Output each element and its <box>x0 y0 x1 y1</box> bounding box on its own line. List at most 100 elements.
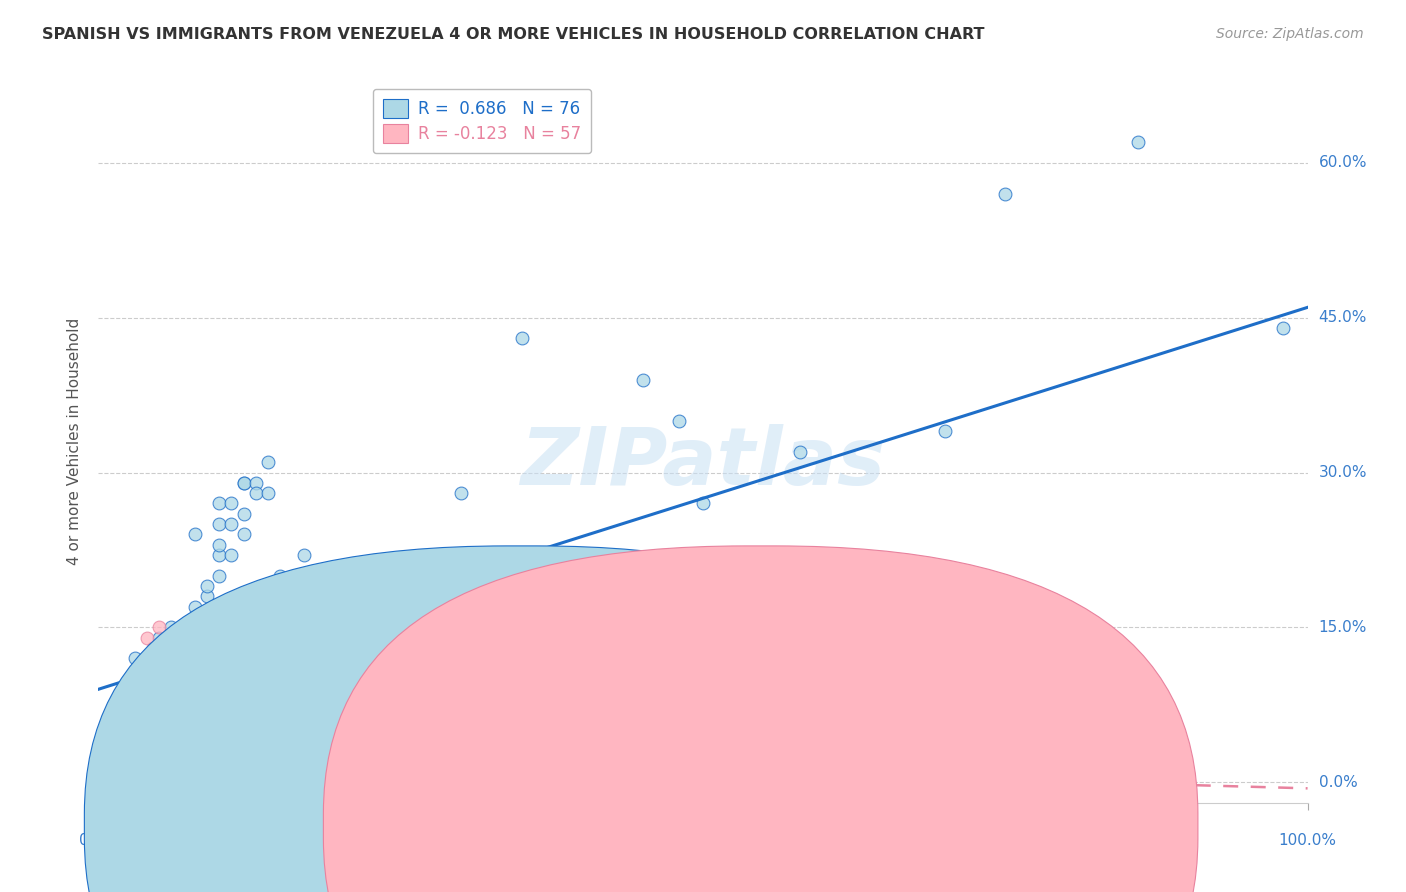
Point <box>129 744 152 758</box>
Point <box>232 527 254 541</box>
Point <box>232 507 254 521</box>
Point <box>118 764 141 779</box>
Point <box>1128 135 1150 149</box>
Point <box>305 610 328 624</box>
Point <box>245 486 267 500</box>
Point <box>510 331 533 345</box>
Point <box>124 744 146 758</box>
Point <box>114 755 136 769</box>
Point <box>232 475 254 490</box>
Point <box>121 755 143 769</box>
Point <box>269 610 291 624</box>
Point <box>184 610 207 624</box>
Point <box>208 548 231 562</box>
Point <box>849 610 872 624</box>
Point <box>292 734 315 748</box>
Point <box>172 620 194 634</box>
Point <box>124 755 146 769</box>
Point <box>450 723 472 738</box>
Point <box>329 610 352 624</box>
Point <box>124 692 146 706</box>
Point <box>111 755 134 769</box>
Point <box>105 744 128 758</box>
Point <box>232 672 254 686</box>
Point <box>208 568 231 582</box>
Point <box>148 651 170 665</box>
Point <box>184 640 207 655</box>
Point <box>184 599 207 614</box>
Point <box>1272 321 1295 335</box>
Point <box>172 744 194 758</box>
Point <box>232 475 254 490</box>
Point <box>160 620 183 634</box>
Point <box>172 631 194 645</box>
Point <box>245 692 267 706</box>
Point <box>292 599 315 614</box>
Point <box>148 672 170 686</box>
Point <box>292 548 315 562</box>
Point <box>148 682 170 697</box>
Point <box>837 620 859 634</box>
Y-axis label: 4 or more Vehicles in Household: 4 or more Vehicles in Household <box>67 318 83 566</box>
Point <box>153 744 176 758</box>
Point <box>934 424 956 438</box>
Point <box>97 755 120 769</box>
Point <box>195 631 218 645</box>
Point <box>329 723 352 738</box>
Point <box>111 744 134 758</box>
Point <box>208 631 231 645</box>
Point <box>256 455 278 469</box>
Point <box>329 651 352 665</box>
Point <box>716 610 738 624</box>
Point <box>256 486 278 500</box>
Point <box>245 475 267 490</box>
Point <box>728 620 751 634</box>
Text: 45.0%: 45.0% <box>1319 310 1367 326</box>
Point <box>195 579 218 593</box>
Point <box>103 755 125 769</box>
Point <box>142 640 165 655</box>
Point <box>184 631 207 645</box>
Point <box>148 631 170 645</box>
Point <box>97 764 120 779</box>
Point <box>269 703 291 717</box>
Text: ZIPatlas: ZIPatlas <box>520 425 886 502</box>
Point <box>994 186 1017 201</box>
Point <box>101 764 124 779</box>
Point <box>160 640 183 655</box>
Point <box>172 651 194 665</box>
Point <box>160 662 183 676</box>
Point <box>148 620 170 634</box>
Point <box>208 496 231 510</box>
Point <box>195 590 218 604</box>
Point <box>221 548 243 562</box>
Point <box>269 568 291 582</box>
Point <box>124 672 146 686</box>
Point <box>124 651 146 665</box>
Point <box>256 692 278 706</box>
Point <box>160 672 183 686</box>
Point <box>184 527 207 541</box>
Text: 15.0%: 15.0% <box>1319 620 1367 635</box>
Point <box>221 517 243 532</box>
Text: Source: ZipAtlas.com: Source: ZipAtlas.com <box>1216 27 1364 41</box>
Point <box>668 414 690 428</box>
Point <box>103 764 125 779</box>
Point <box>910 703 932 717</box>
Point <box>232 703 254 717</box>
Point <box>208 538 231 552</box>
Point <box>692 496 714 510</box>
Point <box>111 749 134 764</box>
Point <box>101 755 124 769</box>
Text: 30.0%: 30.0% <box>1319 465 1367 480</box>
Text: 0.0%: 0.0% <box>79 833 118 848</box>
Point <box>114 764 136 779</box>
Point <box>377 682 399 697</box>
Point <box>129 755 152 769</box>
Point <box>789 445 811 459</box>
Point <box>105 755 128 769</box>
Point <box>153 631 176 645</box>
Point <box>166 651 188 665</box>
Point <box>108 755 131 769</box>
Point <box>108 744 131 758</box>
